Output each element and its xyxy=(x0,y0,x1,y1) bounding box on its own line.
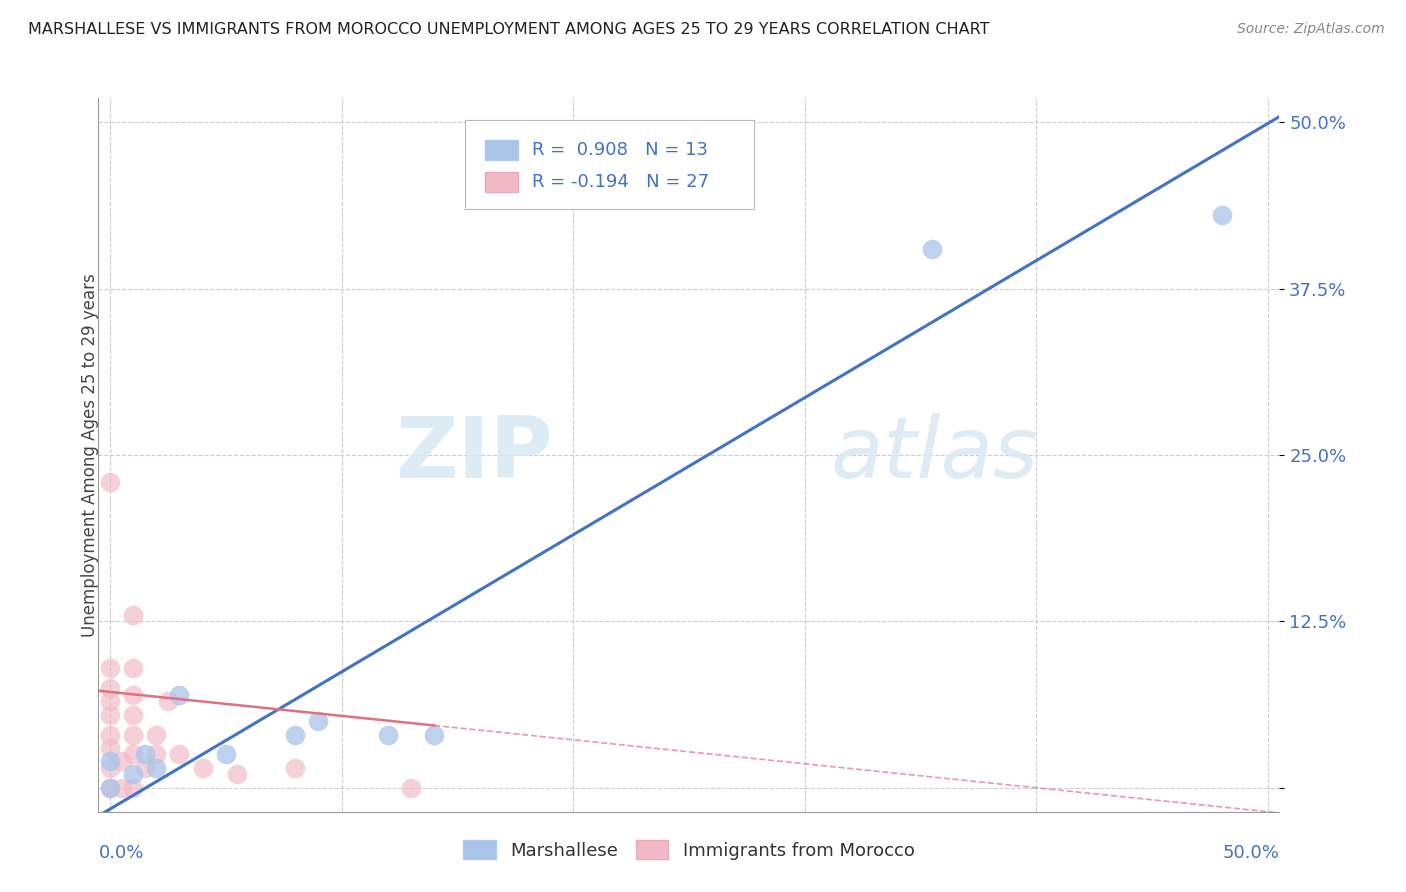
Point xyxy=(169,747,191,762)
Text: Source: ZipAtlas.com: Source: ZipAtlas.com xyxy=(1237,22,1385,37)
Point xyxy=(98,740,121,755)
Text: R =  0.908   N = 13: R = 0.908 N = 13 xyxy=(531,141,707,159)
FancyBboxPatch shape xyxy=(485,140,517,161)
Point xyxy=(122,767,145,781)
Point xyxy=(122,707,145,722)
Point xyxy=(134,761,156,775)
Point xyxy=(284,761,307,775)
Point xyxy=(98,661,121,675)
Point xyxy=(191,761,214,775)
Point xyxy=(98,727,121,741)
Text: atlas: atlas xyxy=(831,413,1039,497)
Point xyxy=(122,727,145,741)
Point xyxy=(226,767,249,781)
Legend: Marshallese, Immigrants from Morocco: Marshallese, Immigrants from Morocco xyxy=(456,833,922,867)
Text: 50.0%: 50.0% xyxy=(1223,844,1279,862)
Point xyxy=(98,754,121,768)
Point xyxy=(145,727,167,741)
Point xyxy=(98,780,121,795)
Point xyxy=(284,727,307,741)
Point xyxy=(145,761,167,775)
Text: 0.0%: 0.0% xyxy=(98,844,143,862)
Y-axis label: Unemployment Among Ages 25 to 29 years: Unemployment Among Ages 25 to 29 years xyxy=(82,273,98,637)
Text: MARSHALLESE VS IMMIGRANTS FROM MOROCCO UNEMPLOYMENT AMONG AGES 25 TO 29 YEARS CO: MARSHALLESE VS IMMIGRANTS FROM MOROCCO U… xyxy=(28,22,990,37)
Point xyxy=(145,747,167,762)
Point xyxy=(110,754,132,768)
Point xyxy=(399,780,422,795)
FancyBboxPatch shape xyxy=(485,171,517,192)
Point xyxy=(1211,208,1233,222)
Point xyxy=(122,688,145,702)
Point xyxy=(169,688,191,702)
Point xyxy=(98,681,121,695)
Point xyxy=(122,607,145,622)
Text: R = -0.194   N = 27: R = -0.194 N = 27 xyxy=(531,173,709,191)
Point xyxy=(156,694,179,708)
Point xyxy=(307,714,329,729)
Point xyxy=(215,747,238,762)
Point xyxy=(98,761,121,775)
Point xyxy=(98,475,121,489)
Point xyxy=(921,242,943,256)
Point xyxy=(98,780,121,795)
Point xyxy=(110,780,132,795)
Point xyxy=(134,747,156,762)
FancyBboxPatch shape xyxy=(464,120,754,209)
Point xyxy=(122,747,145,762)
Point xyxy=(98,694,121,708)
Point xyxy=(423,727,446,741)
Point xyxy=(122,780,145,795)
Point xyxy=(377,727,399,741)
Point xyxy=(122,661,145,675)
Point xyxy=(98,707,121,722)
Text: ZIP: ZIP xyxy=(395,413,553,497)
